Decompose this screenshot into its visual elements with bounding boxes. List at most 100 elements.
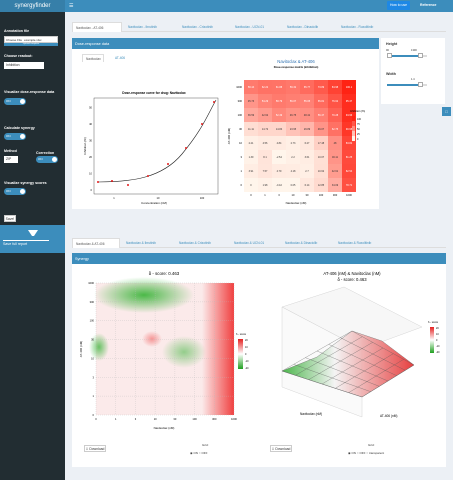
matrix-cell: [244, 178, 258, 192]
matrix-cell: [286, 108, 300, 122]
scores-toggle[interactable]: ON: [4, 188, 26, 195]
map3d-legend-tick: -10: [436, 345, 440, 348]
matrix-cell-value: 7.57: [263, 170, 268, 173]
matrix-cell-value: 76.62: [332, 100, 339, 103]
grid-on[interactable]: ON: [193, 451, 198, 455]
reference-button[interactable]: Reference: [417, 1, 440, 10]
subtab-navitoclax[interactable]: Navitoclax: [82, 54, 104, 62]
matrix-col-label: 30: [306, 193, 309, 197]
app-logo[interactable]: synergyfinder: [0, 0, 65, 12]
width-label: Width: [386, 72, 396, 76]
grid-off[interactable]: OFF: [201, 451, 208, 455]
matrix-cell: [314, 150, 328, 164]
tab-navitoclax-at406[interactable]: Navitoclax - AT-406: [72, 22, 122, 32]
map2d-xtick: 300: [212, 417, 217, 421]
matrix-cell-value: 94.96: [346, 114, 353, 117]
synergy-3d-map: AT-406 (nM) & Navitoclax (nM) δ - score:…: [281, 271, 440, 418]
width-slider[interactable]: [387, 82, 427, 87]
matrix-col-label: 0: [250, 193, 252, 197]
map3d-legend-title: δ - score: [428, 320, 439, 324]
map2d-ytick: 10: [91, 356, 94, 360]
toggle-on-text: ON: [6, 99, 11, 103]
matrix-cell: [258, 80, 272, 94]
save-button[interactable]: Save!: [4, 215, 16, 222]
data-point: [201, 123, 203, 125]
correction-label: Correction: [36, 151, 55, 155]
matrix-cell: [328, 94, 342, 108]
tab-nav-ibrutinib[interactable]: Navitoclax & Ibrutinib: [126, 241, 156, 245]
data-point: [97, 181, 99, 183]
matrix-cell: [258, 122, 272, 136]
tab-navitoclax-dinaciclib[interactable]: Navitoclax - Dinaciclib: [287, 25, 319, 29]
map2d-title: δ - score: 0.463: [149, 271, 180, 276]
chat-icon[interactable]: □: [442, 107, 451, 116]
method-select[interactable]: ZIP: [4, 156, 18, 163]
matrix-cell-value: 2.7: [305, 170, 309, 173]
download-3d-button[interactable]: ⇩ Download: [270, 445, 292, 452]
grid-options-2d[interactable]: ◉ ON ○ OFF: [190, 451, 208, 455]
calculate-toggle[interactable]: ON: [4, 133, 26, 140]
tab-navitoclax-crizotinib[interactable]: Navitoclax - Crizotinib: [182, 25, 213, 29]
matrix-cell-value: 55.05: [304, 100, 311, 103]
tab-navitoclax-ibrutinib[interactable]: Navitoclax - Ibrutinib: [128, 25, 157, 29]
correction-toggle[interactable]: ON: [36, 156, 58, 163]
dose-response-curve: Dose-response curve for drug: Navitoclax…: [83, 91, 219, 205]
matrix-cell: [258, 108, 272, 122]
matrix-col-label: 300: [333, 193, 338, 197]
grid-options-3d[interactable]: ◉ ON ○ OFF ○ transparent: [348, 451, 385, 455]
tab-nav-ucn01[interactable]: Navitoclax & UCN-01: [234, 241, 265, 245]
matrix-cell-value: 1.98: [263, 184, 268, 187]
save-full-report-link[interactable]: Save full report: [3, 242, 28, 246]
toggle-on-text: ON: [6, 189, 11, 193]
matrix-legend-tick: 75: [357, 123, 360, 126]
map3d-legend-tick: 0: [436, 339, 438, 342]
tab-nav-ruxolitinib[interactable]: Navitoclax & Ruxolitinib: [338, 241, 372, 245]
matrix-legend-tick: 0: [357, 138, 359, 141]
matrix-row-label: 30: [239, 127, 242, 131]
readout-select[interactable]: Inhibition: [4, 62, 44, 69]
matrix-cell-value: 78.71: [346, 184, 353, 187]
matrix-cell: [272, 122, 286, 136]
grid-label-2d: Grid:: [202, 443, 209, 447]
height-slider[interactable]: [387, 53, 427, 58]
mesh-line: [361, 364, 415, 398]
tab-navitoclax-ucn01[interactable]: Navitoclax - UCN-01: [235, 25, 265, 29]
matrix-cell: [328, 164, 342, 178]
matrix-cell: [328, 178, 342, 192]
map2d-xtick: 3: [135, 417, 137, 421]
matrix-cell-value: 8.1: [263, 156, 267, 159]
tab-nav-dinaciclib[interactable]: Navitoclax & Dinaciclib: [285, 241, 318, 245]
matrix-cell-value: 46.75: [290, 114, 297, 117]
sidebar-toggle-icon[interactable]: ☰: [69, 3, 74, 9]
choose-file-button[interactable]: Choose File: [6, 38, 23, 42]
matrix-cell: [300, 80, 314, 94]
matrix-legend-swatch: [352, 136, 355, 141]
download-panel[interactable]: Save full report: [0, 225, 65, 253]
dose-response-matrix: Navitoclax & AT-406 Dose-response matrix…: [227, 59, 365, 205]
matrix-cell-value: -0.42: [276, 184, 282, 187]
how-to-use-button[interactable]: How to use: [387, 1, 410, 10]
matrix-cell: [244, 150, 258, 164]
file-input[interactable]: Choose File example.xlsx: [4, 36, 58, 43]
map2d-xlabel: Navitoclax (nM): [154, 426, 175, 430]
matrix-legend-swatch: [352, 116, 355, 121]
grid-on[interactable]: ON: [351, 451, 356, 455]
visualize-toggle[interactable]: ON: [4, 98, 26, 105]
tab-navitoclax-ruxolitinib[interactable]: Navitoclax - Ruxolitinib: [341, 25, 374, 29]
matrix-cell: [272, 178, 286, 192]
map3d-legend-tick: 10: [436, 333, 439, 336]
map2d-ytick: 3: [93, 375, 95, 379]
tab-nav-at406[interactable]: Navitoclax & AT-406: [72, 238, 120, 248]
grid-transparent[interactable]: transparent: [368, 451, 385, 455]
map2d-legend-tick: -10: [245, 360, 249, 363]
tab-nav-crizotinib[interactable]: Navitoclax & Crizotinib: [179, 241, 211, 245]
dose-response-box: Dose-response data Navitoclax AT-406 Dos…: [72, 38, 379, 209]
grid-off[interactable]: OFF: [359, 451, 366, 455]
slider-handle[interactable]: [387, 53, 392, 58]
slider-handle[interactable]: [418, 53, 423, 58]
subtab-at406[interactable]: AT-406: [115, 56, 126, 60]
download-2d-button[interactable]: ⇩ Download: [84, 445, 106, 452]
matrix-ylabel: AT-406 (nM): [227, 128, 231, 144]
visualize-label: Visualize dose-response data: [4, 90, 55, 94]
slider-handle[interactable]: [418, 82, 423, 87]
